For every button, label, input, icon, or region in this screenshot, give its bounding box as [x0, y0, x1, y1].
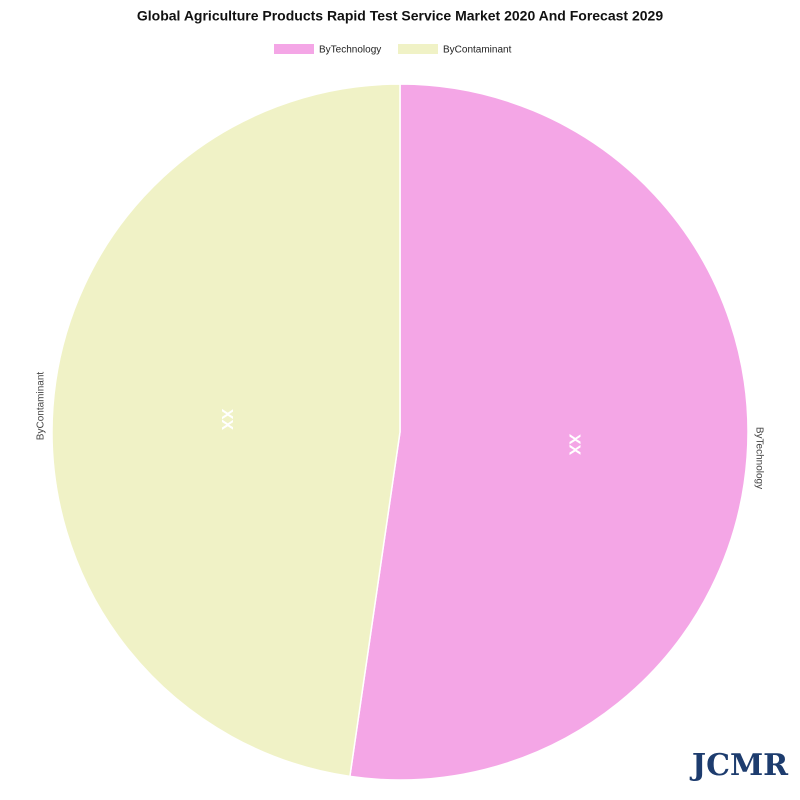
- outer-label: ByTechnology: [753, 427, 764, 489]
- legend-label: ByContaminant: [443, 45, 512, 56]
- slice-label: XX: [218, 409, 235, 431]
- slice-label: XX: [565, 434, 582, 456]
- chart-title: Global Agriculture Products Rapid Test S…: [137, 8, 663, 24]
- pie-slice: [349, 83, 749, 781]
- legend-swatch: [274, 44, 314, 54]
- outer-label: ByContaminant: [36, 372, 47, 441]
- watermark: JCMR: [689, 748, 789, 783]
- legend-label: ByTechnology: [319, 45, 381, 56]
- legend-swatch: [398, 44, 438, 54]
- pie-slice: [51, 83, 401, 778]
